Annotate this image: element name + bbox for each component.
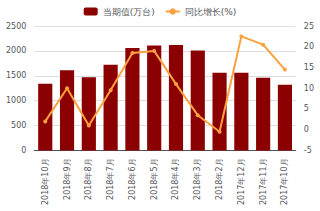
svg-text:2018年2月: 2018年2月 xyxy=(215,158,224,199)
svg-text:2000: 2000 xyxy=(6,46,26,55)
svg-text:2018年3月: 2018年3月 xyxy=(193,158,202,199)
svg-text:1500: 1500 xyxy=(6,71,26,80)
svg-text:25: 25 xyxy=(304,22,314,31)
svg-text:0: 0 xyxy=(21,146,26,155)
svg-text:10: 10 xyxy=(304,84,314,93)
svg-text:当期值(万台): 当期值(万台) xyxy=(103,7,155,17)
svg-text:2018年5月: 2018年5月 xyxy=(150,158,159,199)
svg-text:2017年12月: 2017年12月 xyxy=(237,158,246,205)
svg-text:2018年7月: 2018年7月 xyxy=(106,158,115,199)
svg-text:2018年8月: 2018年8月 xyxy=(84,158,93,199)
svg-text:5: 5 xyxy=(304,104,309,113)
svg-text:2018年6月: 2018年6月 xyxy=(128,158,137,199)
svg-text:0: 0 xyxy=(304,125,309,134)
svg-text:2017年10月: 2017年10月 xyxy=(280,158,289,205)
svg-text:同比增长(%): 同比增长(%) xyxy=(185,7,237,17)
svg-text:2018年4月: 2018年4月 xyxy=(171,158,180,199)
svg-text:2018年9月: 2018年9月 xyxy=(63,158,72,199)
svg-text:500: 500 xyxy=(11,121,26,130)
svg-text:2017年11月: 2017年11月 xyxy=(259,158,268,205)
svg-text:1000: 1000 xyxy=(6,96,26,105)
svg-text:2500: 2500 xyxy=(6,22,26,31)
svg-text:20: 20 xyxy=(304,42,314,51)
svg-text:15: 15 xyxy=(304,63,314,72)
svg-text:2018年10月: 2018年10月 xyxy=(41,158,50,205)
svg-text:-5: -5 xyxy=(304,146,312,155)
